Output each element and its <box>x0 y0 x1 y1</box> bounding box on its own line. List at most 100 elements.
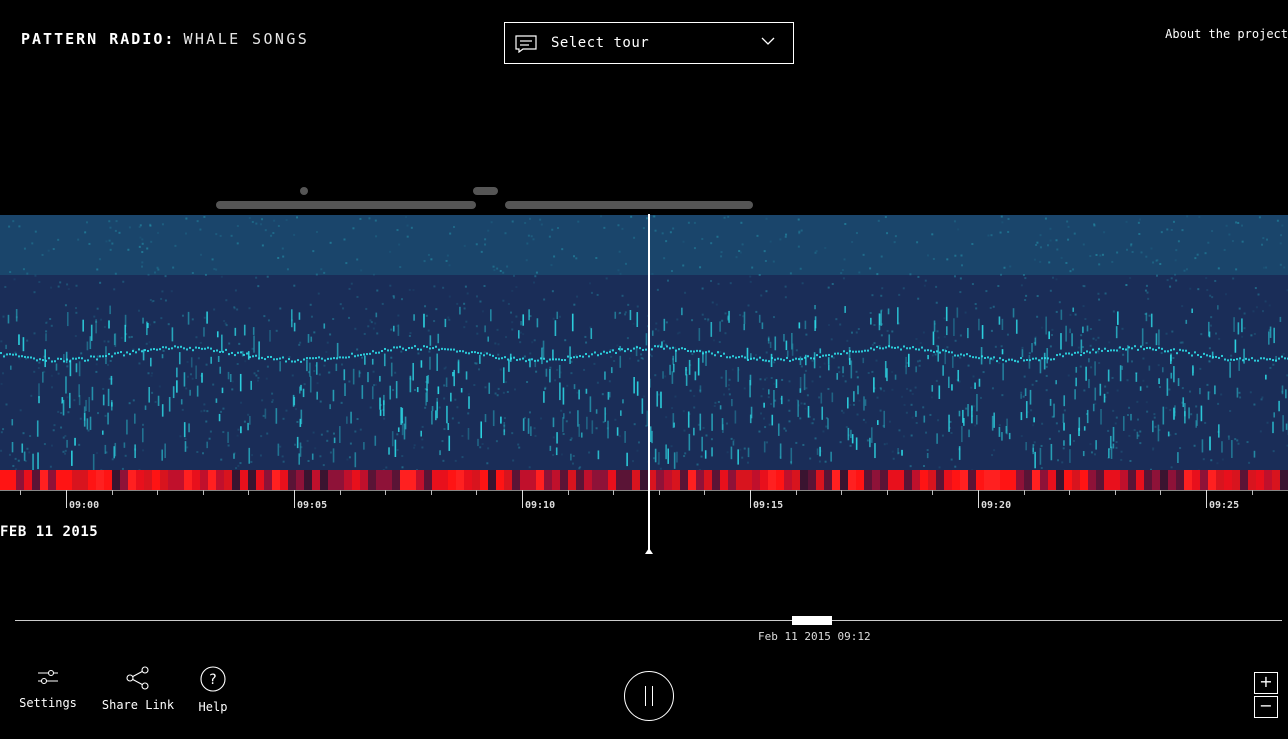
heat-cell <box>1216 470 1224 490</box>
spectrogram-call <box>1217 305 1219 310</box>
spectrogram-speck <box>191 318 194 321</box>
spectrogram-speck <box>267 319 270 322</box>
spectrogram-speck <box>464 285 467 288</box>
spectrogram-speck <box>869 311 872 314</box>
share-link-button[interactable]: Share Link <box>100 666 176 712</box>
spectrogram-speck <box>61 402 64 405</box>
spectrogram-contour <box>1206 354 1208 357</box>
spectrogram-call <box>1049 398 1052 406</box>
spectrogram-speck <box>837 366 840 369</box>
spectrogram-call <box>722 424 724 433</box>
spectrogram-contour <box>834 352 836 355</box>
spectrogram-contour <box>846 352 848 355</box>
spectrogram-call <box>1145 312 1148 322</box>
spectrogram-call <box>933 320 936 332</box>
time-axis-major-tick <box>978 490 979 508</box>
spectrogram-speck <box>497 387 500 390</box>
spectrogram-speck <box>739 448 742 451</box>
spectrogram-speck <box>654 374 657 377</box>
spectrogram-call <box>563 413 565 419</box>
spectrogram-speck <box>186 446 189 449</box>
spectrogram-speck <box>111 242 114 245</box>
spectrogram-speck <box>593 362 596 365</box>
spectrogram-speck <box>114 229 117 232</box>
spectrogram-speck <box>831 283 834 286</box>
playhead[interactable] <box>648 214 650 552</box>
spectrogram-call <box>663 318 666 331</box>
settings-button[interactable]: Settings <box>18 666 78 710</box>
spectrogram-contour <box>573 356 575 359</box>
spectrogram-speck <box>959 291 962 294</box>
annotation-marker[interactable] <box>473 187 498 195</box>
zoom-in-button[interactable]: + <box>1254 672 1278 694</box>
spectrogram-contour <box>924 349 926 352</box>
spectrogram-contour <box>1110 349 1112 352</box>
spectrogram-speck <box>959 356 962 359</box>
spectrogram-contour <box>1245 357 1247 360</box>
spectrogram-speck <box>515 286 518 289</box>
spectrogram-call <box>963 417 965 426</box>
spectrogram-call <box>150 357 152 367</box>
spectrogram-speck <box>1020 391 1023 394</box>
spectrogram-speck <box>971 243 974 246</box>
spectrogram-call <box>619 345 621 352</box>
spectrogram-contour <box>612 349 614 352</box>
spectrogram-speck <box>579 466 582 469</box>
spectrogram-call <box>608 391 611 398</box>
spectrogram-speck <box>1065 261 1068 264</box>
spectrogram-speck <box>128 402 131 405</box>
spectrogram-speck <box>282 460 285 463</box>
spectrogram-contour <box>258 357 260 360</box>
playhead-handle[interactable] <box>645 548 653 554</box>
time-axis-minor-tick <box>476 490 477 495</box>
annotation-bar[interactable] <box>505 201 753 209</box>
spectrogram-contour <box>735 356 737 359</box>
spectrogram-speck <box>897 322 900 325</box>
overview-handle[interactable] <box>792 616 832 625</box>
spectrogram-speck <box>795 349 798 352</box>
annotation-dot[interactable] <box>300 187 308 195</box>
select-tour-dropdown[interactable]: Select tour <box>504 22 794 64</box>
heat-cell <box>1160 470 1168 490</box>
spectrogram-speck <box>272 232 275 235</box>
activity-heat-strip[interactable] <box>0 470 1288 490</box>
overview-track[interactable] <box>15 620 1282 621</box>
spectrogram-speck <box>103 326 106 329</box>
spectrogram-call <box>1094 361 1096 376</box>
annotation-bar[interactable] <box>216 201 476 209</box>
pause-button[interactable] <box>624 671 674 721</box>
help-button[interactable]: ? Help <box>196 666 230 714</box>
spectrogram-speck <box>1022 274 1025 277</box>
spectrogram-call <box>86 341 89 351</box>
heat-cell <box>1264 470 1272 490</box>
spectrogram-speck <box>1186 215 1189 218</box>
spectrogram-speck <box>74 307 77 310</box>
spectrogram-contour <box>429 347 431 350</box>
spectrogram-call <box>146 321 148 336</box>
spectrogram-speck <box>312 250 315 253</box>
zoom-out-button[interactable]: − <box>1254 696 1278 718</box>
spectrogram-call <box>1170 353 1172 362</box>
spectrogram-call <box>848 357 851 365</box>
spectrogram-call <box>661 341 663 348</box>
about-link[interactable]: About the project <box>1165 27 1288 41</box>
spectrogram-call <box>350 411 352 424</box>
spectrogram-speck <box>642 357 645 360</box>
spectrogram[interactable] <box>0 215 1288 472</box>
spectrogram-speck <box>519 341 522 344</box>
spectrogram-speck <box>721 319 724 322</box>
spectrogram-call <box>1086 325 1089 332</box>
spectrogram-speck <box>824 246 827 249</box>
spectrogram-call <box>250 380 253 390</box>
spectrogram-speck <box>773 361 776 364</box>
spectrogram-call <box>791 343 794 356</box>
spectrogram-contour <box>375 351 377 354</box>
spectrogram-speck <box>1279 263 1282 266</box>
spectrogram-contour <box>1053 358 1055 361</box>
spectrogram-speck <box>314 447 317 450</box>
spectrogram-speck <box>808 415 811 418</box>
spectrogram-call <box>448 435 451 451</box>
spectrogram-call <box>1243 348 1245 364</box>
heat-cell <box>1208 470 1216 490</box>
spectrogram-call <box>1063 440 1065 446</box>
